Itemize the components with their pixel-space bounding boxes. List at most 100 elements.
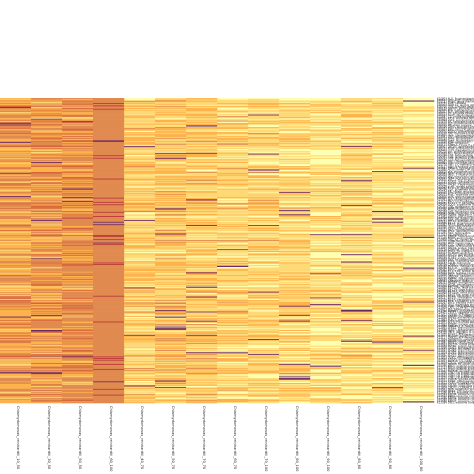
heatmap-cell (124, 205, 156, 207)
heatmap-cell (248, 343, 280, 346)
heatmap-cell (403, 364, 435, 366)
heatmap-cell (93, 206, 125, 208)
heatmap-cell (186, 201, 218, 204)
heatmap-cell (93, 192, 125, 194)
heatmap-cell (279, 355, 311, 357)
heatmap-cell (93, 321, 125, 323)
heatmap-cell (0, 271, 32, 273)
heatmap-cell (403, 376, 435, 378)
heatmap-cell (124, 302, 156, 304)
heatmap-cell (186, 270, 218, 272)
heatmap-cell (217, 330, 249, 332)
heatmap-cell (372, 172, 404, 174)
heatmap-cell (403, 289, 435, 291)
heatmap-cell (93, 276, 125, 278)
heatmap-cell (341, 313, 373, 315)
heatmap-cell (124, 310, 156, 312)
heatmap-cell (124, 188, 156, 190)
heatmap-cell (0, 369, 32, 371)
heatmap-cell (0, 361, 32, 363)
heatmap-cell (186, 118, 218, 120)
heatmap-cell (155, 99, 187, 101)
heatmap-cell (186, 327, 218, 329)
heatmap-cell (217, 173, 249, 175)
heatmap-cell (155, 322, 187, 324)
heatmap-cell (93, 101, 125, 103)
heatmap-cell (93, 107, 125, 109)
heatmap-cell (155, 264, 187, 266)
heatmap-cell (248, 349, 280, 351)
heatmap-cell (31, 112, 63, 115)
heatmap-cell (186, 229, 218, 231)
heatmap-cell (341, 389, 373, 391)
heatmap-cell (155, 316, 187, 318)
heatmap-cell (310, 217, 342, 219)
heatmap-cell (155, 171, 187, 174)
heatmap-cell (31, 98, 63, 100)
heatmap-cell (62, 131, 94, 133)
heatmap-cell (93, 110, 125, 112)
column-label: Chlamydomonas_reinhardtii_90_80 (388, 406, 392, 470)
heatmap-cell (62, 246, 94, 248)
heatmap-cell (31, 260, 63, 262)
heatmap-cell (31, 252, 63, 254)
heatmap-cell (279, 238, 311, 240)
heatmap-cell (217, 398, 249, 400)
heatmap-cell (248, 234, 280, 236)
heatmap-cell (217, 322, 249, 324)
heatmap-cell (217, 155, 249, 157)
heatmap-cell (248, 203, 280, 205)
heatmap-cell (217, 324, 249, 326)
heatmap-cell (279, 384, 311, 386)
heatmap-cell (31, 105, 63, 107)
heatmap-cell (155, 247, 187, 249)
heatmap-cell (217, 350, 249, 352)
heatmap-cell (248, 154, 280, 156)
heatmap-cell (310, 102, 342, 104)
heatmap-cell (31, 139, 63, 141)
heatmap-cell (0, 372, 32, 374)
heatmap-cell (186, 225, 218, 228)
heatmap-cell (217, 275, 249, 277)
heatmap-cell (62, 228, 94, 230)
heatmap-cell (31, 400, 63, 402)
heatmap-cell (0, 247, 32, 249)
heatmap-cell (279, 275, 311, 277)
heatmap-cell (310, 258, 342, 260)
heatmap-cell (372, 311, 404, 313)
heatmap-cell (341, 282, 373, 284)
heatmap-cell (310, 282, 342, 284)
heatmap-cell (124, 176, 156, 179)
heatmap-cell (279, 335, 311, 337)
heatmap-cell (62, 171, 94, 173)
heatmap-cell (155, 188, 187, 190)
heatmap-cell (403, 122, 435, 125)
heatmap-cell (62, 379, 94, 381)
heatmap-cell (124, 218, 156, 220)
heatmap-cell (186, 243, 218, 245)
heatmap-cell (62, 348, 94, 350)
heatmap-cell (279, 367, 311, 369)
heatmap-cell (372, 174, 404, 176)
heatmap-cell (62, 122, 94, 124)
row-label: K02886 RP-L2; large subunit ribosomal pr… (437, 221, 474, 225)
heatmap-cell (155, 398, 187, 400)
heatmap-cell (186, 117, 218, 120)
heatmap-cell (124, 306, 156, 308)
heatmap-cell (341, 237, 373, 239)
heatmap-cell (31, 401, 63, 403)
row-label: K11251 H2A; histone H2A (437, 231, 471, 235)
heatmap-cell (248, 329, 280, 331)
heatmap-cell (186, 196, 218, 198)
heatmap-cell (279, 289, 311, 291)
heatmap-cell (0, 382, 32, 384)
heatmap-cell (124, 147, 156, 149)
heatmap-cell (31, 398, 63, 400)
heatmap-cell (310, 129, 342, 131)
heatmap-cell (62, 386, 94, 388)
row-label: K02154 ATPeV0A; V-type H+-transporting A… (437, 248, 474, 252)
heatmap-cell (124, 214, 156, 216)
heatmap-cell (248, 256, 280, 258)
heatmap-cell (155, 106, 187, 108)
